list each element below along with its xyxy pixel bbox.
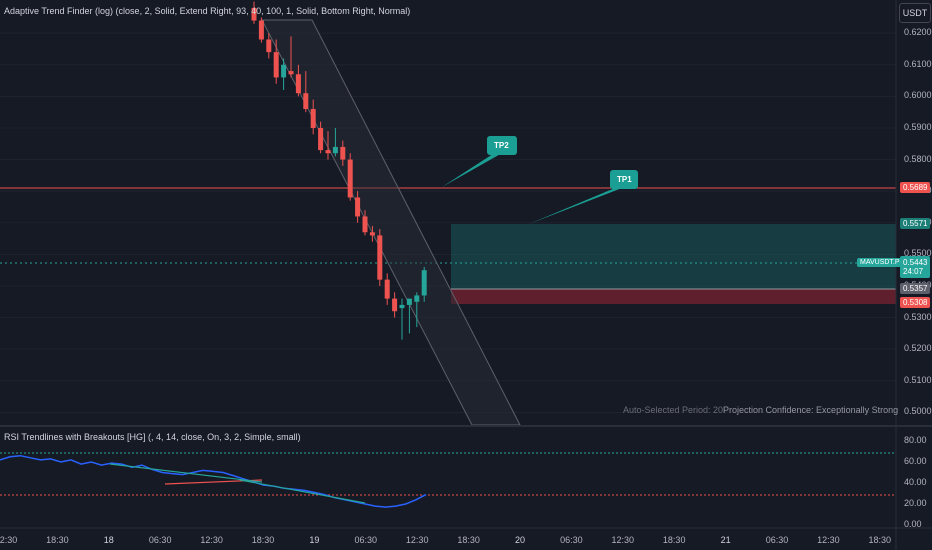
candle-body xyxy=(384,279,390,299)
rsi-tick-label: 20.00 xyxy=(904,498,927,508)
rsi-tick-label: 60.00 xyxy=(904,456,927,466)
rsi-trendline-green xyxy=(109,463,263,483)
tp2-price-tag: 0.5689 xyxy=(900,182,931,193)
candle-body xyxy=(369,232,375,236)
time-tick-label: 06:30 xyxy=(765,535,789,545)
time-tick-label: 06:30 xyxy=(560,535,583,545)
candle-body xyxy=(325,150,331,154)
time-tick-label: 12:30 xyxy=(0,535,18,545)
time-tick-label: 18:30 xyxy=(662,535,686,545)
candle-body xyxy=(392,298,398,312)
symbol-tag: MAVUSDT.P xyxy=(857,258,903,267)
stop-loss-zone xyxy=(451,289,896,304)
time-tick-label: 12:30 xyxy=(200,535,223,545)
tp2-callout-box xyxy=(487,136,517,155)
candle-body xyxy=(362,216,368,233)
rsi-trendline-green-2 xyxy=(239,479,366,504)
candle-body xyxy=(332,146,338,154)
time-tick-label: 18 xyxy=(103,535,114,545)
price-tick-label: 0.6100 xyxy=(904,58,932,69)
price-tick-label: 0.5800 xyxy=(904,153,932,164)
candle-body xyxy=(414,295,420,302)
candle-body xyxy=(266,39,272,53)
time-tick-label: 19 xyxy=(309,535,320,545)
candle-body xyxy=(340,146,346,160)
candle-body xyxy=(421,270,427,296)
time-tick-label: 12:30 xyxy=(817,535,840,545)
time-tick-label: 06:30 xyxy=(148,535,172,545)
tp1-label: TP1 xyxy=(617,175,632,184)
time-tick-label: 18:30 xyxy=(46,535,69,545)
time-tick-label: 12:30 xyxy=(611,535,635,545)
price-tick-label: 0.5000 xyxy=(904,406,932,417)
candle-body xyxy=(347,159,353,198)
time-tick-label: 18:30 xyxy=(251,535,275,545)
tp1-callout-box xyxy=(610,170,638,189)
price-tick-label: 0.5100 xyxy=(904,374,932,385)
candle-body xyxy=(377,235,383,280)
candlestick-series xyxy=(251,1,427,340)
price-tick-label: 0.6200 xyxy=(904,27,932,38)
candle-countdown: 24:07 xyxy=(903,267,924,276)
candle-body xyxy=(295,74,301,94)
auto-period-text: Auto-Selected Period: 20 xyxy=(623,405,724,415)
candle-body xyxy=(318,127,324,151)
tp-profit-zone xyxy=(451,224,896,289)
tp2-callout-pointer xyxy=(442,152,504,187)
rsi-series xyxy=(0,454,427,508)
price-tick-label: 0.5200 xyxy=(904,343,932,354)
price-tick-label: 0.5900 xyxy=(904,121,932,132)
indicator-title[interactable]: Adaptive Trend Finder (log) (close, 2, S… xyxy=(4,6,411,16)
price-tick-label: 0.5500 xyxy=(904,248,932,259)
candle-body xyxy=(281,64,287,78)
tp1-callout-pointer xyxy=(529,188,622,224)
time-tick-label: 12:30 xyxy=(405,535,429,545)
time-tick-label: 21 xyxy=(720,535,731,545)
candle-body xyxy=(303,93,309,110)
candle-body xyxy=(310,109,316,128)
current-price-tag: 0.5443 24:07 xyxy=(900,256,931,278)
price-tick-label: 0.6000 xyxy=(904,90,932,101)
time-tick-label: 18:30 xyxy=(868,535,892,545)
candle-body xyxy=(399,304,405,309)
time-tick-label: 06:30 xyxy=(354,535,378,545)
candle-body xyxy=(406,298,412,305)
time-tick-label: 20 xyxy=(514,535,526,545)
time-tick-label: 18:30 xyxy=(457,535,480,545)
candle-body xyxy=(273,52,279,78)
price-tick-label: 0.5300 xyxy=(904,311,932,322)
entry-price-tag: 0.5357 xyxy=(900,283,931,294)
tp2-label: TP2 xyxy=(494,141,509,150)
rsi-line xyxy=(0,454,427,508)
rsi-panel-title[interactable]: RSI Trendlines with Breakouts [HG] (, 4,… xyxy=(4,432,301,442)
candle-body xyxy=(355,197,361,217)
confidence-text: Projection Confidence: Exceptionally Str… xyxy=(723,405,899,415)
tp1-price-tag: 0.5571 xyxy=(900,218,931,229)
candle-body xyxy=(258,20,264,40)
candle-body xyxy=(251,7,257,21)
currency-button[interactable]: USDT xyxy=(899,3,931,23)
rsi-tick-label: 80.00 xyxy=(904,435,927,445)
candle-body xyxy=(288,71,294,75)
rsi-tick-label: 0.00 xyxy=(904,519,922,529)
rsi-tick-label: 40.00 xyxy=(904,477,927,487)
current-price-value: 0.5443 xyxy=(903,258,928,267)
stop-price-tag: 0.5308 xyxy=(900,297,931,308)
grid-lines xyxy=(0,32,896,413)
